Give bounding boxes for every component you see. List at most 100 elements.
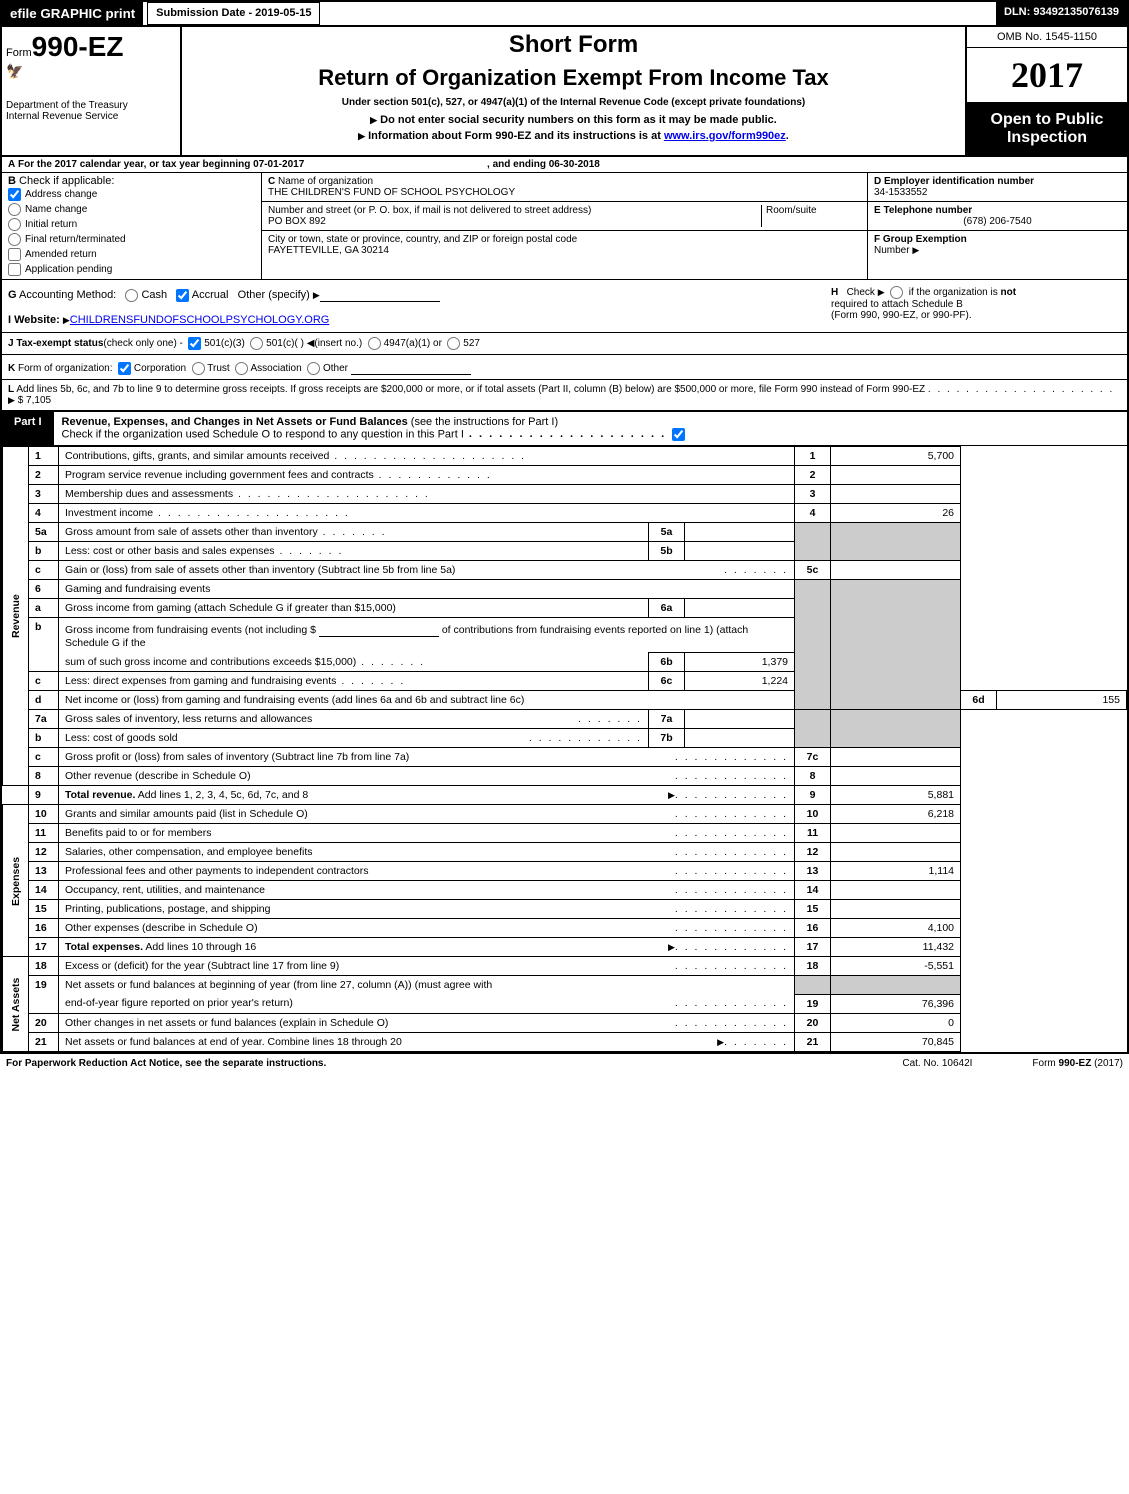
l-text: Add lines 5b, 6c, and 7b to line 9 to de… [16,384,925,395]
k-other-input[interactable] [351,359,471,375]
application-pending-label: Application pending [25,264,112,275]
section-a-label: A [8,159,15,170]
street-value: PO BOX 892 [268,216,326,227]
line-desc: Program service revenue including govern… [59,466,795,485]
j-501c-radio[interactable] [250,337,263,350]
final-return-radio[interactable] [8,233,21,246]
footer-left: For Paperwork Reduction Act Notice, see … [6,1058,326,1069]
j-4947-radio[interactable] [368,337,381,350]
part-i-title-paren: (see the instructions for Part I) [411,416,558,428]
k-other-radio[interactable] [307,362,320,375]
line-num: 15 [29,900,59,919]
sub-value [685,542,795,561]
arrow-right-icon [313,289,320,301]
k-text: Form of organization: [18,363,113,374]
line-box-num: 6d [961,691,997,710]
table-row: 14 Occupancy, rent, utilities, and maint… [3,881,1127,900]
sub-box-num: 6c [649,672,685,691]
line-num: 10 [29,805,59,824]
sub-box-num: 5a [649,523,685,542]
amended-return-checkbox[interactable] [8,248,21,261]
group-exemption-label2: Number [874,245,910,256]
open-public-l1: Open to Public [971,111,1123,129]
table-row: 17 Total expenses. Add lines 10 through … [3,938,1127,957]
accounting-cash-radio[interactable] [125,289,138,302]
tax-year-line: A For the 2017 calendar year, or tax yea… [2,157,1127,173]
website-link[interactable]: CHILDRENSFUNDOFSCHOOLPSYCHOLOGY.ORG [70,314,330,326]
arrow-right-icon [878,287,885,298]
table-row: 9 Total revenue. Add lines 1, 2, 3, 4, 5… [3,786,1127,805]
table-row: 2 Program service revenue including gove… [3,466,1127,485]
h-text2: if the organization is [909,287,1001,298]
h-label: H [831,287,838,298]
sub-value [685,599,795,618]
line-box-num: 13 [795,862,831,881]
tax-year-begin-text: For the 2017 calendar year, or tax year … [18,159,304,170]
accounting-other-input[interactable] [320,286,440,302]
efile-print-button[interactable]: efile GRAPHIC print [2,2,143,25]
form-number-wrap: Form990-EZ [6,31,176,63]
accounting-accrual-label: Accrual [192,289,229,301]
section-k: K Form of organization: Corporation Trus… [2,355,1127,380]
org-name-block: C Name of organization THE CHILDREN'S FU… [262,173,867,202]
line-desc: sum of such gross income and contributio… [59,653,649,672]
line-desc: Net income or (loss) from gaming and fun… [59,691,795,710]
line-box-num: 4 [795,504,831,523]
line-num: 21 [29,1032,59,1051]
j-527-radio[interactable] [447,337,460,350]
line-num: 17 [29,938,59,957]
name-change-label: Name change [25,204,87,215]
header-left: Form990-EZ 🦅 Department of the Treasury … [2,27,182,155]
fundraising-excluded-input[interactable] [319,621,439,637]
section-l: L Add lines 5b, 6c, and 7b to line 9 to … [2,380,1127,412]
form-number: 990-EZ [32,31,124,62]
k-association-radio[interactable] [235,362,248,375]
do-not-enter-line: Do not enter social security numbers on … [186,114,961,126]
line-num: 2 [29,466,59,485]
line-box-num: 8 [795,767,831,786]
arrow-right-icon [668,941,675,953]
j-527-label: 527 [463,338,480,349]
expenses-side-label: Expenses [3,805,29,957]
accounting-accrual-checkbox[interactable] [176,289,189,302]
irs-form990ez-link[interactable]: www.irs.gov/form990ez [664,130,786,142]
line-num: 12 [29,843,59,862]
k-trust-radio[interactable] [192,362,205,375]
line-box-num: 1 [795,447,831,466]
phone-value: (678) 206-7540 [963,216,1031,227]
l-value: $ 7,105 [18,395,51,406]
line-value [831,767,961,786]
line-desc: Contributions, gifts, grants, and simila… [59,447,795,466]
line-num: d [29,691,59,710]
h-check-radio[interactable] [890,286,903,299]
accounting-other-label: Other (specify) [238,289,310,301]
line-value: 4,100 [831,919,961,938]
initial-return-radio[interactable] [8,218,21,231]
table-row: 4 Investment income 4 26 [3,504,1127,523]
line-num: 9 [29,786,59,805]
header-row: Form990-EZ 🦅 Department of the Treasury … [2,27,1127,157]
table-row: 8 Other revenue (describe in Schedule O)… [3,767,1127,786]
part-i-title: Revenue, Expenses, and Changes in Net As… [62,416,408,428]
line-num: 5a [29,523,59,542]
grey-box [831,523,961,561]
k-corporation-checkbox[interactable] [118,362,131,375]
grey-box [795,523,831,561]
net-assets-side-label: Net Assets [3,957,29,1052]
section-d-e-f: D Employer identification number 34-1533… [867,173,1127,279]
section-c-name-address: C Name of organization THE CHILDREN'S FU… [262,173,867,279]
h-not: not [1000,287,1016,298]
table-row: 7a Gross sales of inventory, less return… [3,710,1127,729]
address-change-checkbox[interactable] [8,188,21,201]
part-i-schedule-o-checkbox[interactable] [672,428,685,441]
application-pending-checkbox[interactable] [8,263,21,276]
k-other-label: Other [323,363,348,374]
line-box-num: 5c [795,561,831,580]
line-num: 8 [29,767,59,786]
name-change-radio[interactable] [8,203,21,216]
line-box-num: 21 [795,1032,831,1051]
group-exemption-block: F Group Exemption Number [868,231,1127,259]
j-501c3-checkbox[interactable] [188,337,201,350]
line-value: 11,432 [831,938,961,957]
city-label: City or town, state or province, country… [268,234,577,245]
